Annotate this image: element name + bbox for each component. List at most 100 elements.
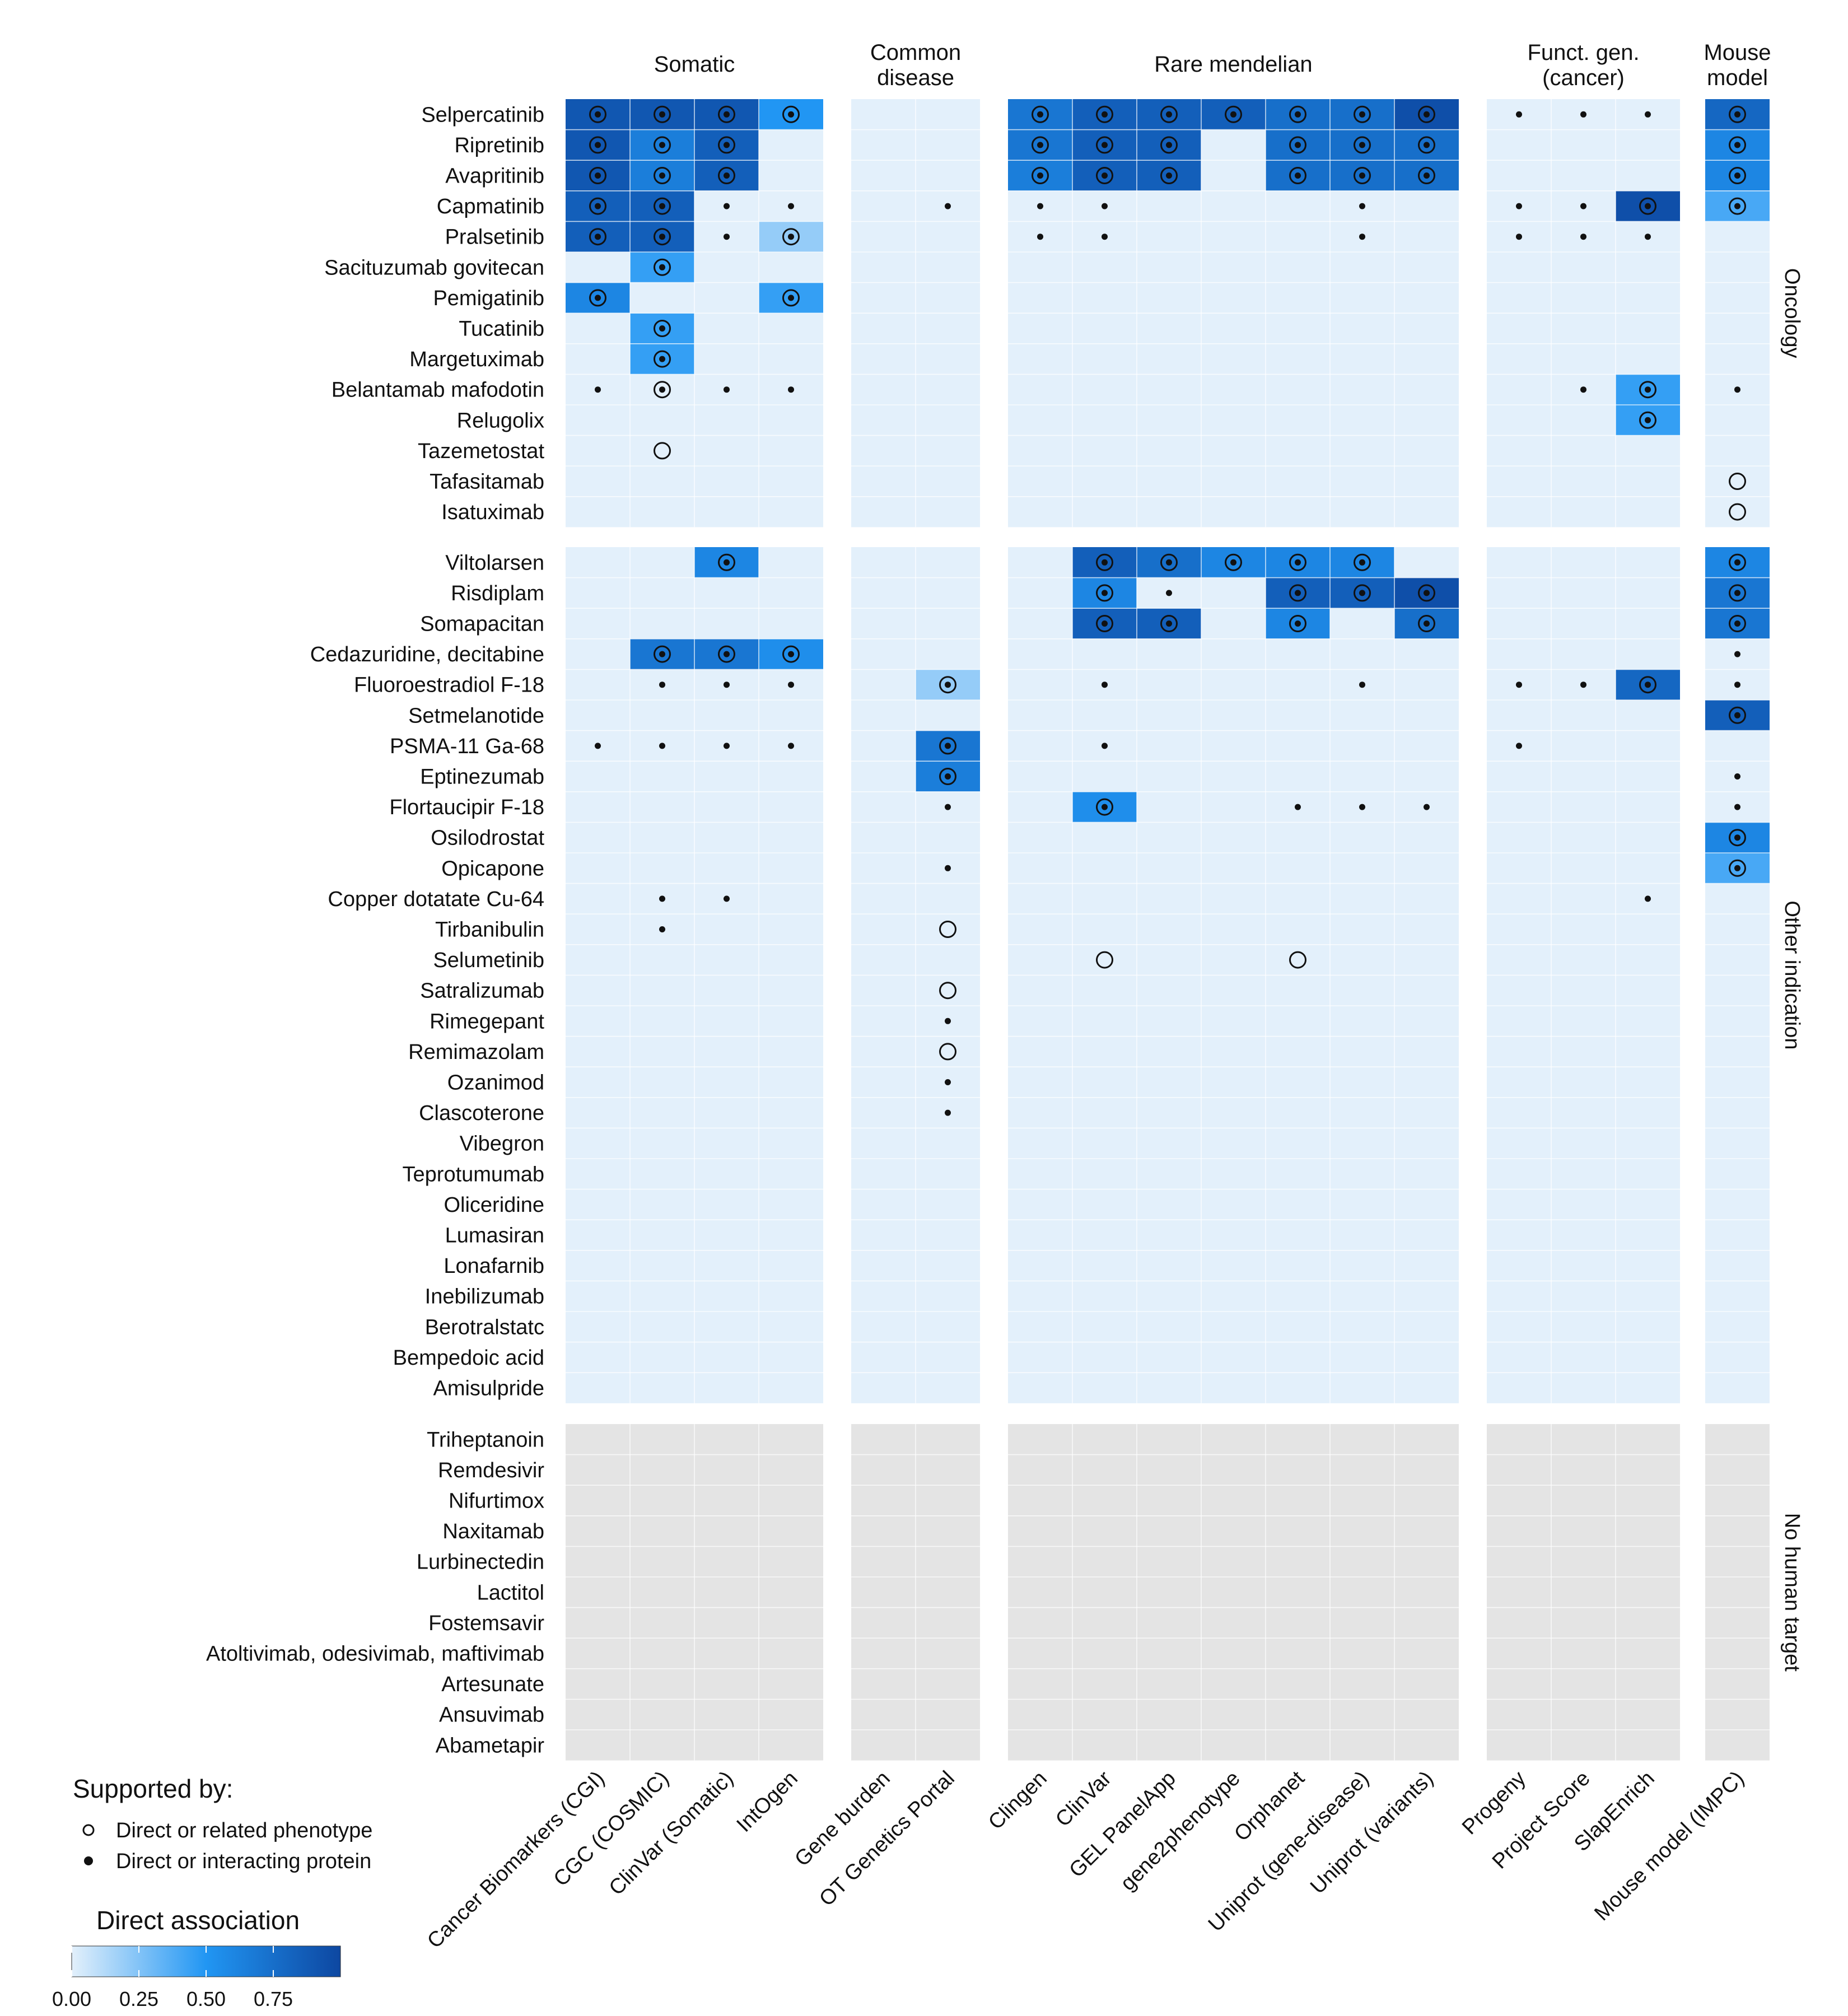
column-label: ClinVar — [1051, 1766, 1116, 1831]
marker-protein-psma-11-ga-68-7 — [1102, 743, 1108, 749]
marker-protein-avapritinib-16 — [1734, 172, 1740, 179]
marker-protein-ripretinib-6 — [1037, 142, 1043, 148]
row-label: Triheptanoin — [427, 1428, 544, 1452]
marker-protein-belantamab-mafodotin-16 — [1734, 386, 1740, 393]
row-label: Viltolarsen — [445, 551, 544, 575]
marker-protein-cedazuridine-decitabine-3 — [788, 651, 794, 657]
marker-protein-viltolarsen-10 — [1295, 559, 1301, 566]
marker-protein-pralsetinib-1 — [659, 234, 665, 240]
row-label: Tucatinib — [459, 318, 544, 341]
marker-phenotype-avapritinib-12 — [1418, 167, 1435, 184]
row-label: Rimegepant — [430, 1010, 544, 1033]
marker-phenotype-sacituzumab-govitecan-1 — [654, 258, 671, 276]
marker-phenotype-risdiplam-11 — [1354, 584, 1371, 602]
marker-phenotype-capmatinib-1 — [654, 197, 671, 215]
marker-phenotype-risdiplam-12 — [1418, 584, 1435, 602]
marker-phenotype-satralizumab-5 — [939, 982, 956, 1000]
marker-phenotype-tirbanibulin-5 — [939, 921, 956, 938]
marker-protein-avapritinib-8 — [1166, 172, 1172, 179]
marker-phenotype-remimazolam-5 — [939, 1043, 956, 1061]
marker-protein-risdiplam-7 — [1102, 590, 1108, 596]
marker-phenotype-capmatinib-0 — [589, 197, 606, 215]
marker-protein-somapacitan-10 — [1295, 620, 1301, 627]
marker-protein-capmatinib-14 — [1580, 203, 1586, 209]
row-label: Oliceridine — [444, 1193, 544, 1217]
marker-protein-ripretinib-2 — [724, 142, 730, 148]
marker-protein-belantamab-mafodotin-15 — [1645, 386, 1651, 393]
column-group-title-funct-gen-cancer: Funct. gen. (cancer) — [1527, 40, 1639, 90]
marker-protein-fluoroestradiol-f-18-2 — [724, 682, 730, 688]
marker-phenotype-selpercatinib-8 — [1160, 105, 1178, 123]
marker-protein-viltolarsen-7 — [1102, 559, 1108, 566]
marker-protein-rimegepant-5 — [945, 1018, 951, 1024]
marker-protein-selpercatinib-16 — [1734, 111, 1740, 118]
marker-phenotype-cedazuridine-decitabine-3 — [782, 645, 800, 663]
marker-protein-selpercatinib-12 — [1424, 111, 1430, 118]
row-label: Pralsetinib — [445, 226, 544, 249]
support-markers — [589, 105, 1746, 1116]
marker-protein-flortaucipir-f-18-10 — [1295, 804, 1301, 810]
marker-phenotype-isatuximab-16 — [1729, 503, 1746, 521]
marker-phenotype-ripretinib-10 — [1289, 136, 1306, 154]
marker-protein-relugolix-15 — [1645, 417, 1651, 423]
marker-protein-selpercatinib-3 — [788, 111, 794, 118]
column-labels: Cancer Biomarkers (CGI)CGC (COSMIC)ClinV… — [423, 1766, 1749, 1953]
row-label: Tafasitamab — [430, 470, 544, 494]
row-label: Fluoroestradiol F-18 — [354, 674, 544, 697]
row-label: Artesunate — [441, 1673, 544, 1696]
marker-phenotype-tafasitamab-16 — [1729, 473, 1746, 490]
marker-protein-avapritinib-1 — [659, 172, 665, 179]
marker-protein-psma-11-ga-68-0 — [595, 743, 601, 749]
row-label: Flortaucipir F-18 — [389, 796, 544, 819]
marker-protein-selpercatinib-10 — [1295, 111, 1301, 118]
marker-phenotype-somapacitan-7 — [1096, 615, 1113, 632]
marker-protein-ripretinib-7 — [1102, 142, 1108, 148]
marker-protein-ozanimod-5 — [945, 1079, 951, 1085]
row-label: Selpercatinib — [421, 103, 544, 127]
row-label: Pemigatinib — [433, 287, 544, 310]
marker-phenotype-viltolarsen-2 — [718, 553, 735, 571]
marker-phenotype-selumetinib-10 — [1289, 951, 1306, 969]
marker-protein-selpercatinib-1 — [659, 111, 665, 118]
marker-protein-viltolarsen-8 — [1166, 559, 1172, 566]
marker-phenotype-tucatinib-1 — [654, 320, 671, 337]
colorbar-ticks: 0.00 0.25 0.50 0.75 — [52, 1946, 293, 2010]
marker-phenotype-eptinezumab-5 — [939, 768, 956, 785]
row-label: Setmelanotide — [408, 704, 544, 727]
marker-protein-avapritinib-10 — [1295, 172, 1301, 179]
row-label: Margetuximab — [409, 348, 544, 371]
marker-protein-fluoroestradiol-f-18-3 — [788, 682, 794, 688]
row-label: Inebilizumab — [425, 1285, 544, 1309]
row-label: PSMA-11 Ga-68 — [390, 735, 544, 758]
marker-protein-selpercatinib-6 — [1037, 111, 1043, 118]
legend: Supported by: Direct or related phenotyp… — [52, 1774, 372, 2010]
marker-phenotype-pemigatinib-3 — [782, 289, 800, 307]
marker-protein-avapritinib-0 — [595, 172, 601, 179]
marker-phenotype-pralsetinib-1 — [654, 228, 671, 246]
marker-protein-osilodrostat-16 — [1734, 834, 1740, 841]
row-label: Sacituzumab govitecan — [324, 256, 544, 279]
marker-protein-pemigatinib-3 — [788, 295, 794, 301]
marker-protein-belantamab-mafodotin-1 — [659, 386, 665, 393]
panel-no-human-target-rare-mendelian — [1008, 1424, 1459, 1761]
row-label: Amisulpride — [433, 1377, 544, 1401]
marker-phenotype-psma-11-ga-68-5 — [939, 737, 956, 755]
marker-protein-psma-11-ga-68-13 — [1516, 743, 1522, 749]
row-label: Avapritinib — [445, 165, 544, 188]
marker-protein-cedazuridine-decitabine-1 — [659, 651, 665, 657]
row-label: Relugolix — [457, 409, 544, 432]
marker-protein-somapacitan-8 — [1166, 620, 1172, 627]
row-label: Opicapone — [441, 857, 544, 880]
marker-protein-psma-11-ga-68-5 — [945, 743, 951, 749]
marker-phenotype-viltolarsen-11 — [1354, 553, 1371, 571]
marker-protein-selpercatinib-8 — [1166, 111, 1172, 118]
row-group-strip-labels: Oncology Other indication No human target — [1780, 268, 1804, 1672]
marker-phenotype-cedazuridine-decitabine-2 — [718, 645, 735, 663]
marker-phenotype-opicapone-16 — [1729, 859, 1746, 877]
marker-phenotype-ripretinib-1 — [654, 136, 671, 154]
marker-protein-pralsetinib-13 — [1516, 234, 1522, 240]
marker-phenotype-setmelanotide-16 — [1729, 706, 1746, 724]
marker-protein-fluoroestradiol-f-18-5 — [945, 682, 951, 688]
marker-phenotype-selpercatinib-1 — [654, 105, 671, 123]
marker-protein-viltolarsen-11 — [1359, 559, 1365, 566]
